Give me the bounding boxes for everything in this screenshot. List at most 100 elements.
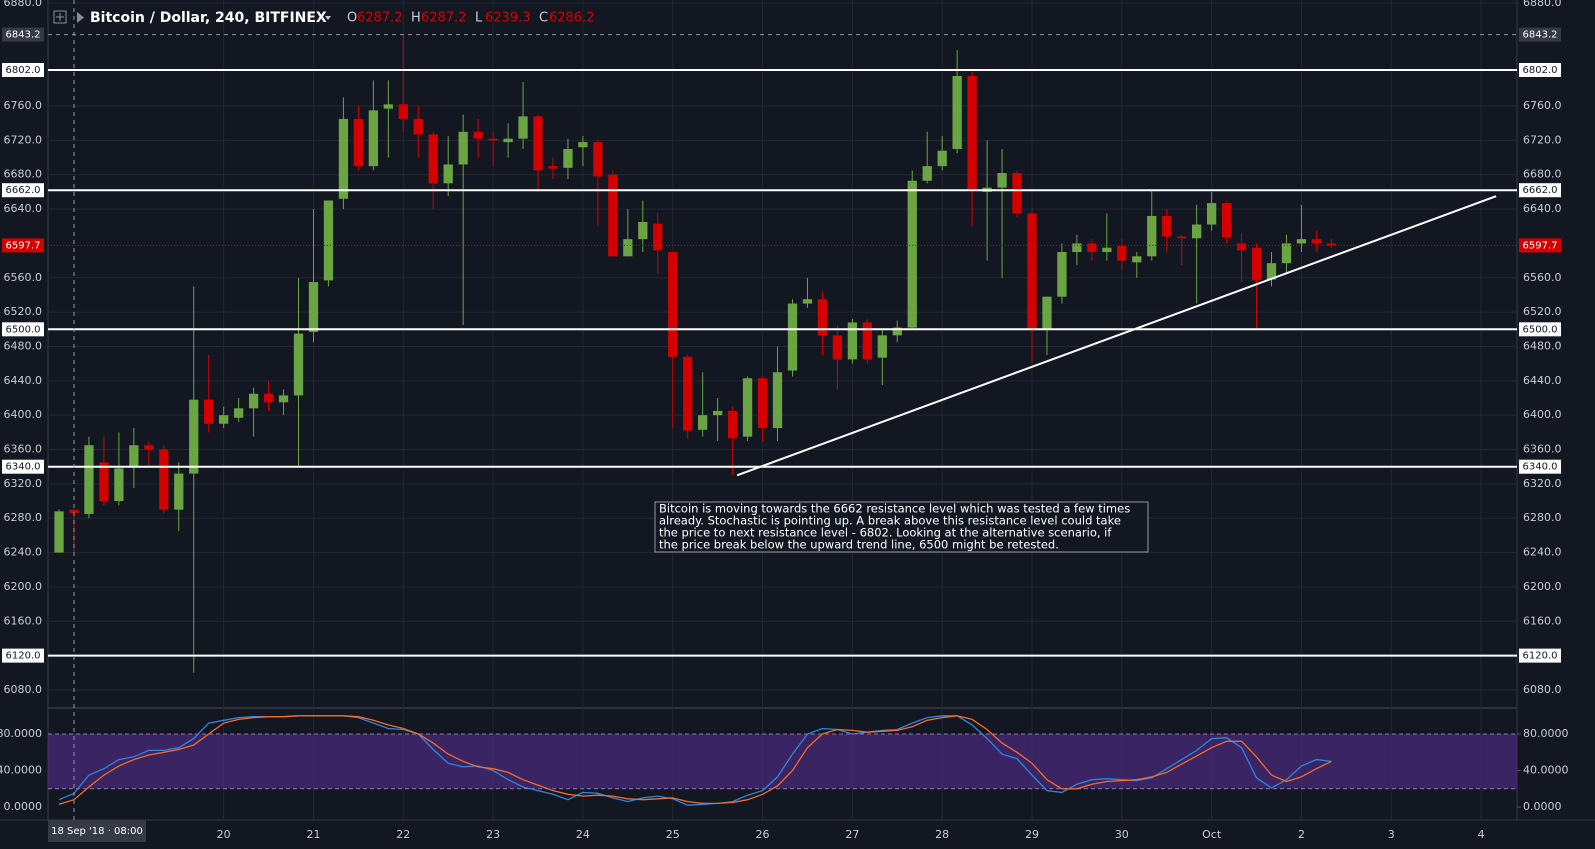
candle-body bbox=[608, 174, 618, 257]
annotation-text: already. Stochastic is pointing up. A br… bbox=[659, 514, 1121, 528]
crosshair-price-label: 6843.2 bbox=[1523, 30, 1558, 41]
y-tick-label-right: 6240.0 bbox=[1523, 546, 1562, 559]
candle-body bbox=[503, 138, 513, 143]
candle-body bbox=[159, 449, 169, 510]
candle-body bbox=[1326, 243, 1337, 246]
level-label: 6500.0 bbox=[1523, 324, 1558, 335]
candle-body bbox=[937, 150, 947, 167]
candle-body bbox=[668, 252, 678, 357]
y-tick-label-left: 6160.0 bbox=[4, 614, 43, 627]
candle-body bbox=[907, 180, 917, 328]
y-tick-label-right: 6400.0 bbox=[1523, 408, 1562, 421]
level-label: 6662.0 bbox=[6, 185, 41, 196]
crosshair-price-box bbox=[2, 27, 44, 42]
candle-body bbox=[1251, 247, 1262, 281]
y-tick-label-right: 6880.0 bbox=[1523, 0, 1562, 9]
level-label: 6120.0 bbox=[1523, 651, 1558, 662]
candle-body bbox=[293, 333, 304, 396]
x-tick-label: 27 bbox=[845, 828, 859, 841]
candle-body bbox=[278, 395, 289, 403]
x-tick-label: Oct bbox=[1202, 828, 1222, 841]
candle-body bbox=[323, 200, 334, 281]
current-price-label: 6597.7 bbox=[1523, 240, 1558, 251]
toggle-icon[interactable] bbox=[53, 10, 67, 24]
candle-body bbox=[1087, 243, 1097, 253]
candle-body bbox=[263, 393, 274, 403]
trend-line bbox=[736, 195, 1497, 477]
level-box bbox=[1519, 459, 1561, 474]
candle-body bbox=[458, 131, 468, 165]
candle-body bbox=[144, 445, 154, 450]
candle-body bbox=[368, 110, 378, 167]
candle-body bbox=[1296, 239, 1307, 244]
candle-body bbox=[862, 322, 872, 360]
y-tick-label-right: 6440.0 bbox=[1523, 374, 1562, 387]
ohlc-label: H bbox=[411, 11, 421, 26]
candle-body bbox=[1236, 243, 1247, 251]
y-tick-label-left: 6360.0 bbox=[4, 443, 43, 456]
candle-body bbox=[129, 445, 139, 467]
candle-body bbox=[922, 166, 932, 181]
candle-body bbox=[1221, 203, 1232, 238]
x-tick-label: 25 bbox=[666, 828, 680, 841]
y-tick-label-right: 6720.0 bbox=[1523, 133, 1562, 146]
candle-body bbox=[54, 511, 64, 553]
candle-body bbox=[638, 221, 648, 240]
level-label: 6500.0 bbox=[6, 324, 41, 335]
candle-body bbox=[69, 509, 79, 513]
annotation-text: the price to next resistance level - 680… bbox=[659, 526, 1112, 540]
x-tick-label: 26 bbox=[756, 828, 770, 841]
y-tick-label-right: 6520.0 bbox=[1523, 305, 1562, 318]
level-label: 6802.0 bbox=[1523, 65, 1558, 76]
stoch-tick-label-left: 40.0000 bbox=[0, 764, 42, 777]
annotation-text: the price break below the upward trend l… bbox=[659, 538, 1059, 552]
candle-body bbox=[443, 164, 453, 184]
current-price-box bbox=[2, 238, 44, 253]
stoch-tick-label-left: 0.0000 bbox=[4, 800, 43, 813]
candle-body bbox=[1027, 213, 1037, 330]
y-tick-label-right: 6760.0 bbox=[1523, 99, 1562, 112]
y-tick-label-left: 6240.0 bbox=[4, 546, 43, 559]
candle-body bbox=[952, 75, 962, 149]
ohlc-label: C bbox=[539, 11, 548, 26]
candle-body bbox=[189, 399, 199, 474]
candle-body bbox=[817, 299, 828, 336]
candle-body bbox=[1012, 173, 1022, 214]
y-tick-label-left: 6200.0 bbox=[4, 580, 43, 593]
dropdown-icon[interactable] bbox=[325, 16, 331, 20]
y-tick-label-left: 6440.0 bbox=[4, 374, 43, 387]
y-tick-label-left: 6480.0 bbox=[4, 339, 43, 352]
y-tick-label-right: 6280.0 bbox=[1523, 511, 1562, 524]
header: Bitcoin / Dollar, 240, BITFINEX O 6287.2 H… bbox=[53, 10, 595, 26]
candle-body bbox=[1266, 263, 1277, 280]
y-tick-label-left: 6080.0 bbox=[4, 683, 43, 696]
candle-body bbox=[1192, 224, 1202, 239]
annotation-text: Bitcoin is moving towards the 6662 resis… bbox=[659, 502, 1130, 516]
candle-body bbox=[413, 118, 423, 135]
candle-body bbox=[1177, 236, 1187, 239]
level-box bbox=[2, 459, 44, 474]
candle-body bbox=[578, 142, 588, 148]
candle-body bbox=[877, 335, 887, 358]
level-label: 6340.0 bbox=[1523, 462, 1558, 473]
candle-body bbox=[488, 138, 498, 141]
y-tick-label-left: 6880.0 bbox=[4, 0, 43, 9]
y-tick-label-left: 6680.0 bbox=[4, 168, 43, 181]
candle-body bbox=[383, 104, 393, 109]
symbol-title[interactable]: Bitcoin / Dollar, 240, BITFINEX bbox=[90, 10, 327, 26]
candle-body bbox=[772, 372, 783, 429]
x-tick-label: 24 bbox=[576, 828, 590, 841]
candle-body bbox=[787, 303, 798, 371]
candle-body bbox=[233, 408, 244, 418]
candle-body bbox=[713, 410, 723, 416]
candle-body bbox=[473, 131, 483, 139]
candle-body bbox=[204, 399, 214, 424]
candle-body bbox=[518, 116, 528, 139]
y-tick-label-right: 6680.0 bbox=[1523, 168, 1562, 181]
candle-body bbox=[832, 335, 843, 360]
candle-body bbox=[1206, 203, 1217, 225]
